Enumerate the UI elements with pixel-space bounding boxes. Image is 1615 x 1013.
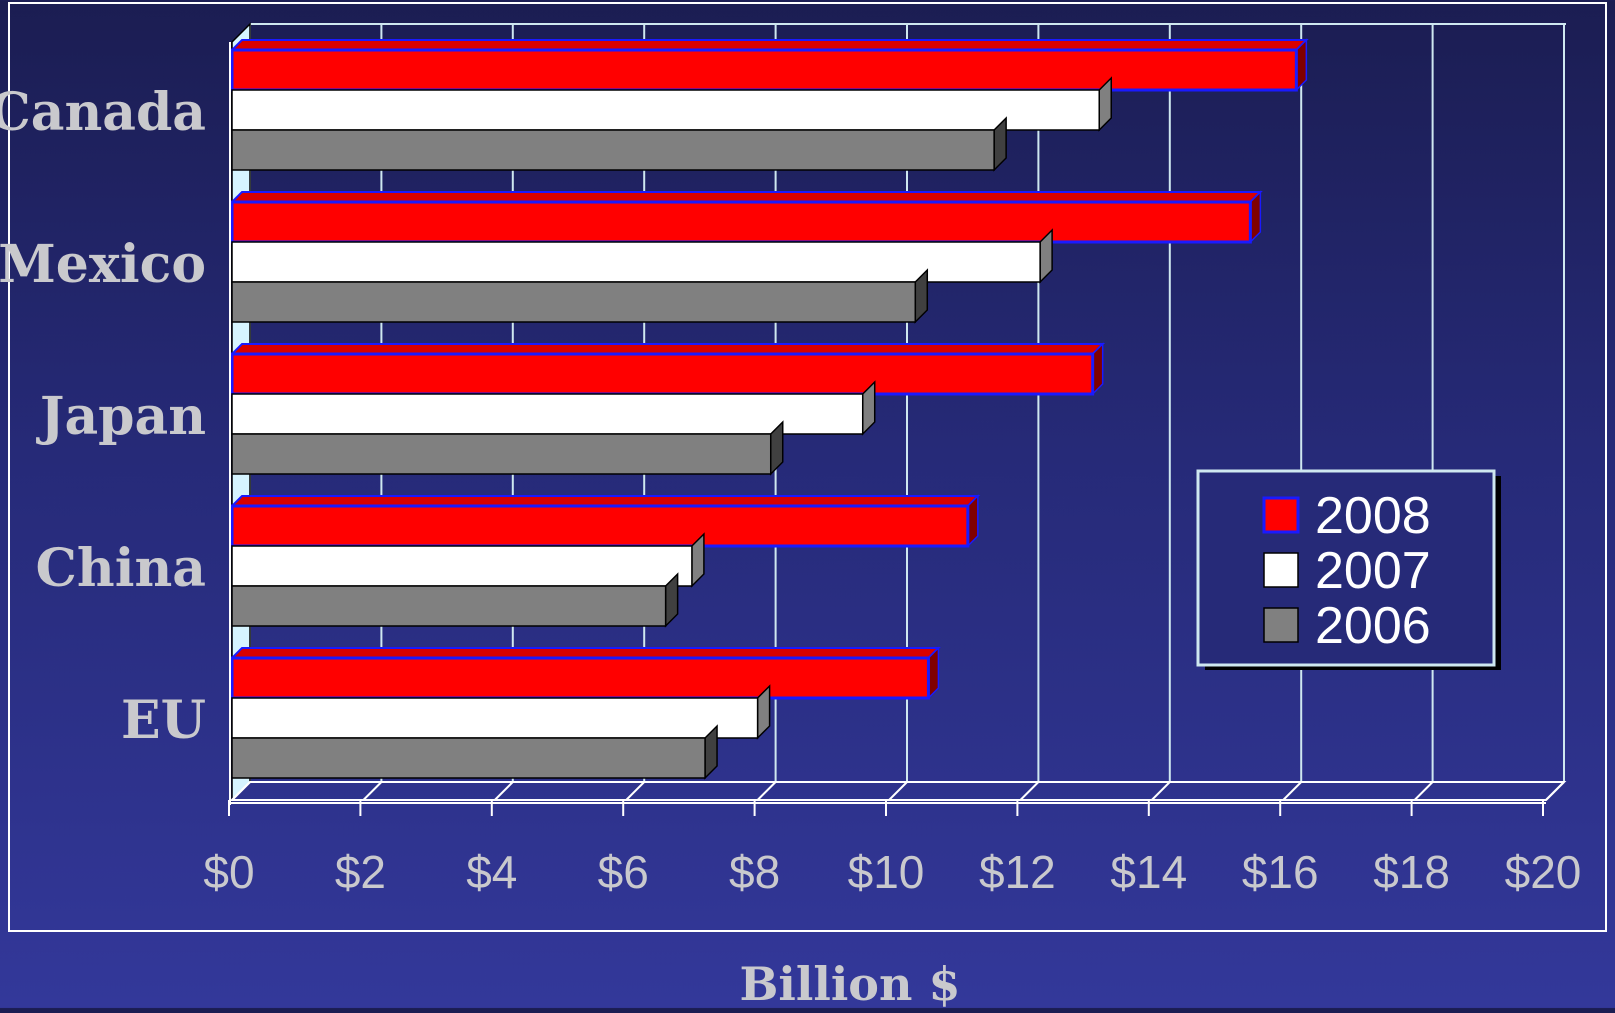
bar xyxy=(231,228,1053,284)
bar-front-face xyxy=(231,89,1100,131)
bar xyxy=(231,76,1112,132)
floor-gridline xyxy=(888,781,908,801)
bar-front-face xyxy=(230,656,930,700)
floor-gridline xyxy=(625,781,645,801)
bar xyxy=(231,572,679,628)
bar xyxy=(229,494,981,548)
floor-gridline xyxy=(1545,781,1565,801)
legend-swatch xyxy=(1263,552,1299,588)
bar xyxy=(229,190,1263,244)
axis-layer: Canada Mexico Japan China EU $0 $2 $4 $6 $8 $10 $12… xyxy=(0,42,1581,898)
legend-swatch xyxy=(1262,496,1300,534)
x-tick-label: $2 xyxy=(335,846,386,898)
x-tick-label: $6 xyxy=(598,846,649,898)
bar xyxy=(231,380,876,436)
x-tick-label: $4 xyxy=(466,846,517,898)
bar xyxy=(231,532,705,588)
category-label: Canada xyxy=(0,82,206,143)
bar-front-face xyxy=(231,433,772,475)
bar-end-face xyxy=(1091,342,1104,396)
x-tick-label: $14 xyxy=(1110,846,1187,898)
bar-front-face xyxy=(231,697,759,739)
floor-gridline xyxy=(1019,781,1040,801)
floor-gridline xyxy=(362,781,383,801)
category-label: China xyxy=(36,538,206,599)
bar xyxy=(231,684,771,740)
bar-front-face xyxy=(231,737,706,779)
category-label: Japan xyxy=(36,386,206,447)
bar-front-face xyxy=(230,504,970,548)
legend-entry-label: 2008 xyxy=(1315,487,1431,545)
x-tick-label: $10 xyxy=(848,846,925,898)
x-tick-label: $18 xyxy=(1373,846,1450,898)
bar-front-face xyxy=(230,200,1252,244)
floor-gridline xyxy=(1282,781,1302,801)
bar-front-face xyxy=(230,352,1095,396)
bar xyxy=(231,116,1007,172)
bar-front-face xyxy=(231,129,995,171)
x-axis-title: Billion $ xyxy=(740,957,961,1008)
bar xyxy=(229,646,941,700)
category-label: EU xyxy=(121,690,206,751)
floor-gridline xyxy=(756,781,777,801)
x-tick-label: $8 xyxy=(729,846,780,898)
floor-gridline xyxy=(1413,781,1434,801)
floor-gridline xyxy=(231,781,251,801)
bar-front-face xyxy=(231,393,864,435)
floor-gridline xyxy=(1151,781,1171,801)
x-tick-label: $20 xyxy=(1505,846,1582,898)
legend-entry-label: 2006 xyxy=(1315,597,1431,655)
bar xyxy=(231,268,929,324)
bar xyxy=(231,724,718,780)
bar-layer xyxy=(229,38,1309,780)
floor-gridline xyxy=(494,781,514,801)
bar xyxy=(229,38,1309,92)
legend-box xyxy=(1196,469,1496,667)
category-label: Mexico xyxy=(0,234,206,295)
x-tick-label: $12 xyxy=(979,846,1056,898)
bar-front-face xyxy=(231,241,1041,283)
bar xyxy=(231,420,784,476)
bar-front-face xyxy=(230,48,1298,92)
bar-front-face xyxy=(231,281,917,323)
chart-frame xyxy=(8,2,1607,932)
bar xyxy=(229,342,1106,396)
x-tick-label: $0 xyxy=(203,846,254,898)
legend-entry-label: 2007 xyxy=(1315,542,1431,600)
x-tick-label: $16 xyxy=(1242,846,1319,898)
bar-front-face xyxy=(231,585,667,627)
bar-end-face xyxy=(927,646,940,700)
legend-swatch xyxy=(1263,607,1299,643)
bar-front-face xyxy=(231,545,693,587)
